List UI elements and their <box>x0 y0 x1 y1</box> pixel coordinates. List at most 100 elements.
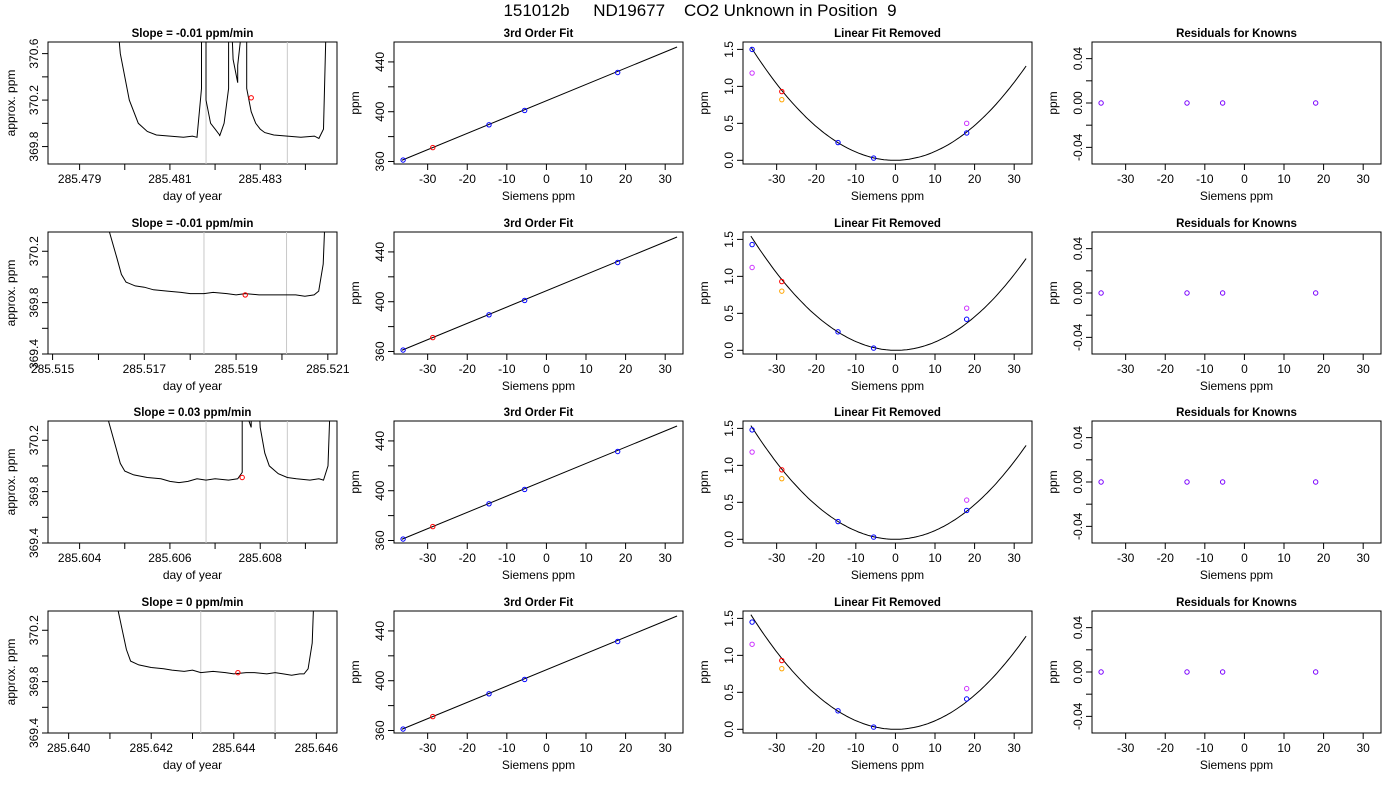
data-point <box>749 46 755 53</box>
x-tick-label: -20 <box>808 741 826 755</box>
y-tick-label: 400 <box>373 480 387 500</box>
data-point <box>963 685 970 692</box>
y-tick-label: 370.6 <box>27 38 41 68</box>
plot-frame <box>47 231 338 355</box>
data-point <box>521 676 528 683</box>
plot-area <box>1098 669 1319 675</box>
data-point <box>521 297 528 304</box>
x-tick-label: -10 <box>498 551 516 565</box>
x-tick-label: -30 <box>1117 741 1135 755</box>
x-tick-label: -10 <box>498 741 516 755</box>
y-tick-label: 1.5 <box>722 41 736 58</box>
x-tick-label: 10 <box>1277 741 1291 755</box>
x-tick-label: 285.483 <box>239 172 283 186</box>
y-tick-label: 360 <box>373 530 387 550</box>
x-axis-label: Siemens ppm <box>851 568 924 582</box>
x-tick-label: 10 <box>1277 172 1291 186</box>
x-tick-label: 285.517 <box>123 362 167 376</box>
x-tick-label: 30 <box>659 362 673 376</box>
y-tick-label: 370.2 <box>27 236 41 266</box>
x-tick-label: 30 <box>659 551 673 565</box>
x-tick-label: -10 <box>498 172 516 186</box>
data-point <box>749 241 755 248</box>
data-point <box>963 305 970 311</box>
plot-area <box>1098 479 1319 485</box>
x-tick-label: 20 <box>1317 172 1331 186</box>
panel-r3-trace: Slope = 0.03 ppm/min day of year approx. p… <box>4 407 338 582</box>
x-tick-label: 0 <box>1241 172 1248 186</box>
data-point <box>779 88 785 95</box>
data-point <box>963 497 970 503</box>
x-axis-label: Siemens ppm <box>1200 189 1273 203</box>
data-point <box>614 259 621 266</box>
y-axis-label: approx. ppm <box>4 260 18 327</box>
y-tick-label: 0.0 <box>722 152 736 169</box>
y-axis-label: ppm <box>348 281 362 304</box>
panel-title: 3rd Order Fit <box>504 28 574 40</box>
x-axis-label: Siemens ppm <box>1200 758 1273 772</box>
y-tick-label: 0.0 <box>722 721 736 738</box>
panel-title: Residuals for Knowns <box>1176 407 1297 419</box>
x-tick-label: 285.606 <box>148 551 192 565</box>
plot-area <box>400 615 678 732</box>
y-tick-label: -0.04 <box>1071 702 1085 730</box>
data-point <box>614 69 621 76</box>
y-tick-label: 0.04 <box>1071 237 1085 261</box>
panel-r4-lin: Linear Fit Removed Siemens ppm ppm -30 -20 -1… <box>697 597 1033 772</box>
data-point <box>779 475 785 482</box>
fit-line <box>401 236 678 351</box>
plot-frame <box>393 231 684 355</box>
fit-curve <box>750 425 1027 540</box>
data-point <box>1098 100 1104 106</box>
panel-r4-res: Residuals for Knowns Siemens ppm ppm -30 -20… <box>1046 597 1382 772</box>
data-point <box>835 518 841 525</box>
x-tick-label: 285.644 <box>212 741 256 755</box>
plot-area <box>1098 100 1319 106</box>
x-tick-label: 30 <box>1357 741 1371 755</box>
x-tick-label: 285.604 <box>58 551 102 565</box>
data-point <box>430 523 436 530</box>
panel-title: 3rd Order Fit <box>504 597 574 609</box>
x-tick-label: 30 <box>1008 551 1022 565</box>
y-axis-label: approx. ppm <box>4 70 18 137</box>
y-tick-label: -0.04 <box>1071 133 1085 161</box>
x-tick-label: -30 <box>1117 172 1135 186</box>
plot-frame <box>742 231 1033 355</box>
plot-area <box>107 421 331 543</box>
panel-r1-lin: Linear Fit Removed Siemens ppm ppm -30 -20 -1… <box>697 28 1033 203</box>
y-tick-label: 0.0 <box>722 342 736 359</box>
x-tick-label: -30 <box>419 551 437 565</box>
fit-curve <box>750 46 1027 161</box>
plot-area <box>749 46 1027 161</box>
panel-r1-trace: Slope = -0.01 ppm/min day of year approx. … <box>4 28 338 203</box>
data-point <box>779 278 785 285</box>
panel-r1-res: Residuals for Knowns Siemens ppm ppm -30 -20… <box>1046 28 1382 203</box>
panel-r2-trace: Slope = -0.01 ppm/min day of year approx. … <box>4 218 350 393</box>
data-point <box>521 107 528 114</box>
mean-point <box>248 95 254 101</box>
data-point <box>521 486 528 493</box>
data-point <box>1184 479 1190 485</box>
data-point <box>400 157 406 163</box>
y-tick-label: 369.8 <box>27 287 41 317</box>
panel-r2-fit: 3rd Order Fit Siemens ppm ppm -30 -20 -10 0 10 2… <box>348 218 684 393</box>
y-tick-label: 0.5 <box>722 115 736 132</box>
x-tick-label: -20 <box>808 362 826 376</box>
data-point <box>835 329 841 335</box>
plot-frame <box>47 610 338 734</box>
y-tick-label: 369.4 <box>27 339 41 369</box>
panel-r1-fit: 3rd Order Fit Siemens ppm ppm -30 -20 -10 0 10 2… <box>348 28 684 203</box>
data-point <box>963 316 970 322</box>
data-point <box>870 155 877 161</box>
x-tick-label: 30 <box>1008 741 1022 755</box>
y-tick-label: 0.04 <box>1071 616 1085 640</box>
panel-r3-fit: 3rd Order Fit Siemens ppm ppm -30 -20 -10 0 10 2… <box>348 407 684 582</box>
plot-area <box>117 611 314 733</box>
panel-title: Linear Fit Removed <box>834 597 941 609</box>
x-tick-label: 20 <box>619 741 633 755</box>
plot-area <box>400 425 678 542</box>
x-tick-label: 285.521 <box>306 362 350 376</box>
data-point <box>870 345 877 351</box>
data-point <box>1312 100 1319 106</box>
plot-frame <box>1091 41 1382 165</box>
